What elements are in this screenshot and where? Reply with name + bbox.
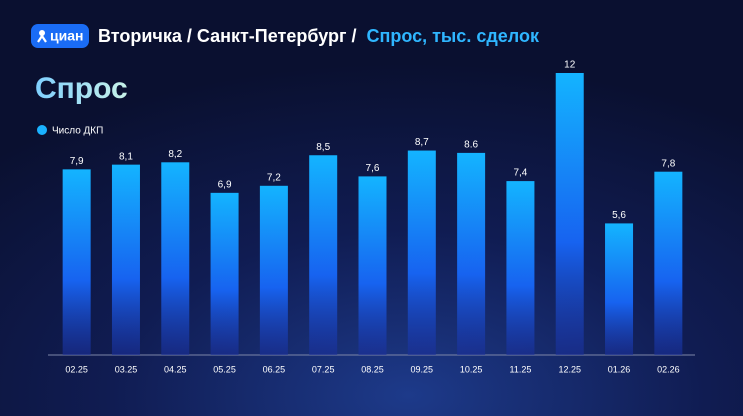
value-label: 6,9	[218, 179, 232, 190]
value-label: 7,4	[513, 168, 527, 179]
x-tick-label: 09.25	[411, 364, 434, 374]
bar	[457, 152, 486, 355]
x-tick-label: 05.25	[213, 364, 236, 374]
logo-icon	[39, 30, 45, 36]
legend-label: Число ДКП	[52, 126, 103, 137]
legend-marker	[37, 125, 47, 135]
x-tick-label: 10.25	[460, 364, 483, 374]
page-title: Вторичка / Санкт-Петербург / Спрос, тыс.…	[98, 26, 540, 46]
bar	[506, 181, 535, 355]
value-label: 12	[564, 60, 576, 71]
bar	[210, 192, 239, 355]
chart-title: Спрос	[35, 72, 128, 105]
bar	[654, 171, 683, 355]
title-main: Вторичка / Санкт-Петербург /	[98, 26, 356, 46]
x-tick-label: 02.25	[65, 364, 88, 374]
bar	[358, 176, 387, 355]
x-tick-label: 07.25	[312, 364, 335, 374]
logo-text: циан	[50, 28, 83, 44]
bar	[407, 150, 436, 355]
value-label: 8,7	[415, 137, 429, 148]
value-label: 7,6	[366, 163, 380, 174]
title-highlight: Спрос, тыс. сделок	[366, 26, 539, 46]
x-tick-label: 01.26	[608, 364, 631, 374]
value-label: 8,2	[168, 149, 182, 160]
value-label: 8.6	[464, 140, 478, 151]
bar	[309, 155, 338, 355]
value-label: 5,6	[612, 210, 626, 221]
x-tick-label: 02.26	[657, 364, 680, 374]
bar	[161, 162, 190, 355]
bar	[111, 164, 140, 355]
bar	[259, 185, 288, 355]
bar	[62, 169, 91, 355]
bar	[555, 73, 584, 355]
x-tick-label: 11.25	[509, 364, 531, 374]
value-label: 7,2	[267, 172, 281, 183]
value-label: 7,8	[661, 158, 675, 169]
logo-icon	[37, 34, 47, 43]
value-label: 7,9	[70, 156, 84, 167]
x-tick-label: 08.25	[361, 364, 384, 374]
bar	[605, 223, 634, 355]
x-tick-label: 06.25	[263, 364, 286, 374]
value-label: 8,5	[316, 142, 330, 153]
x-tick-label: 04.25	[164, 364, 187, 374]
x-tick-label: 03.25	[115, 364, 138, 374]
x-tick-label: 12.25	[558, 364, 581, 374]
plot-area: Число ДКП 02.25 7,9 03.25 8,1 04.25 8,2 05.25 6,…	[37, 60, 683, 374]
value-label: 8,1	[119, 151, 133, 162]
